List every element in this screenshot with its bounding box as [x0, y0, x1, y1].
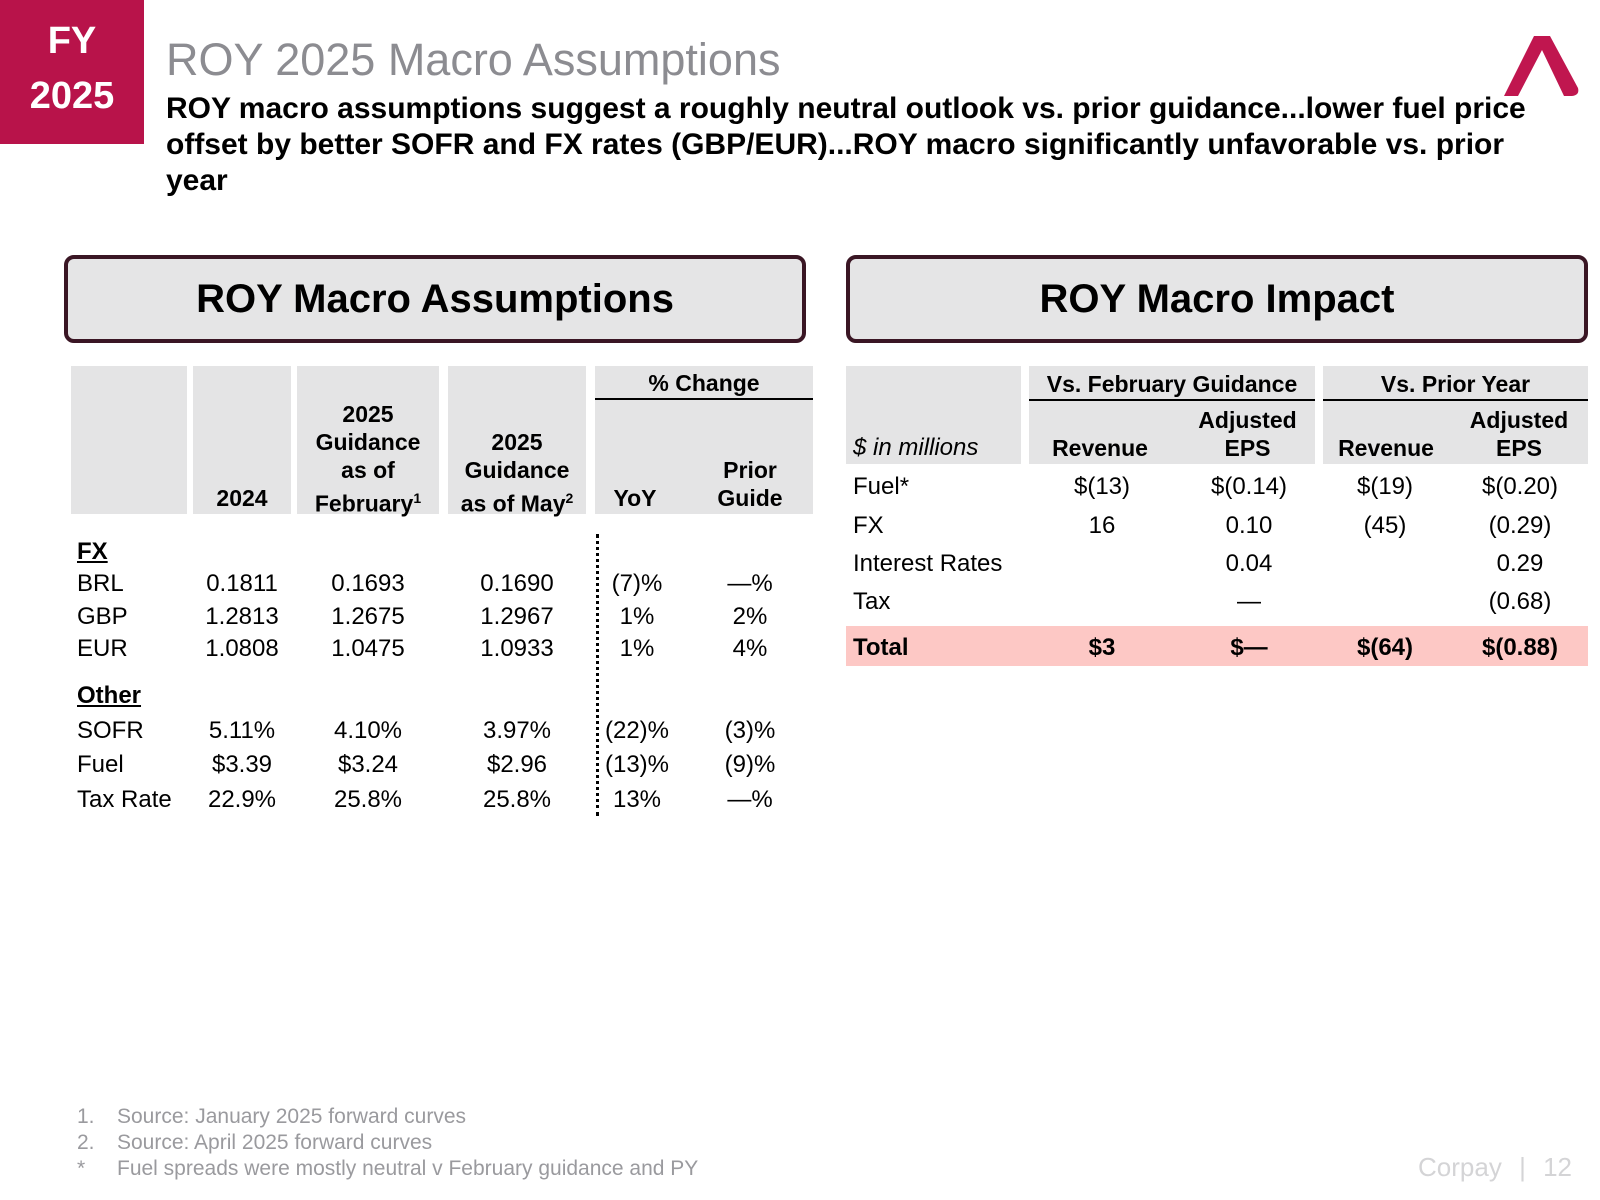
footnote-1: 1. Source: January 2025 forward curves [77, 1105, 467, 1128]
macro-impact-title: ROY Macro Impact [1039, 277, 1395, 321]
col-header-pct-change: % Change [648, 370, 760, 396]
badge-year: 2025 [29, 75, 115, 118]
macro-impact-panel: ROY Macro Impact [846, 255, 1588, 343]
header-bg-feb [297, 366, 439, 514]
section-label-other: Other [77, 682, 142, 709]
header-bg-units [846, 366, 1021, 464]
col-header-feb-revenue: Revenue [1052, 435, 1148, 461]
page-subtitle: ROY macro assumptions suggest a roughly … [166, 92, 1526, 197]
yoy-divider [596, 534, 599, 816]
corpay-logo-icon [1504, 36, 1579, 96]
col-header-2024: 2024 [216, 485, 268, 511]
header-bg-2024 [193, 366, 291, 514]
col-header-prior-guide: Prior Guide [717, 457, 783, 511]
col-header-feb: 2025 Guidance as of February1 [314, 401, 422, 517]
vs-py-rule [1323, 399, 1588, 401]
header-bg-name [71, 366, 187, 514]
badge-fy: FY [47, 20, 97, 62]
col-header-yoy: YoY [613, 485, 657, 511]
fy-badge: FY 2025 [0, 0, 144, 144]
pct-change-rule [595, 398, 813, 400]
units-label: $ in millions [853, 434, 979, 461]
macro-assumptions-panel: ROY Macro Assumptions [64, 255, 806, 343]
page-title: ROY 2025 Macro Assumptions [166, 34, 781, 85]
section-label-fx: FX [77, 538, 108, 565]
col-header-vs-feb: Vs. February Guidance [1046, 371, 1298, 397]
header-bg-pct [595, 366, 813, 514]
macro-assumptions-title: ROY Macro Assumptions [196, 277, 674, 321]
header-bg-may [448, 366, 586, 514]
col-header-vs-py: Vs. Prior Year [1380, 371, 1531, 397]
footnote-2: 2. Source: April 2025 forward curves [77, 1131, 433, 1154]
col-header-py-eps: Adjusted EPS [1469, 407, 1569, 461]
brand-name: Corpay [1418, 1152, 1502, 1182]
page-number: 12 [1543, 1152, 1572, 1182]
col-header-may: 2025 Guidance as of May2 [460, 429, 574, 517]
footer-separator: | [1519, 1152, 1526, 1182]
footnote-star: * Fuel spreads were mostly neutral v Febr… [77, 1157, 699, 1180]
col-header-py-revenue: Revenue [1338, 435, 1434, 461]
col-header-feb-eps: Adjusted EPS [1198, 407, 1297, 461]
page-footer: Corpay | 12 [1418, 1152, 1572, 1183]
header-bg-vs-py [1323, 366, 1588, 464]
header-bg-vs-feb [1029, 366, 1315, 464]
total-row [846, 626, 1588, 666]
vs-feb-rule [1029, 399, 1315, 401]
